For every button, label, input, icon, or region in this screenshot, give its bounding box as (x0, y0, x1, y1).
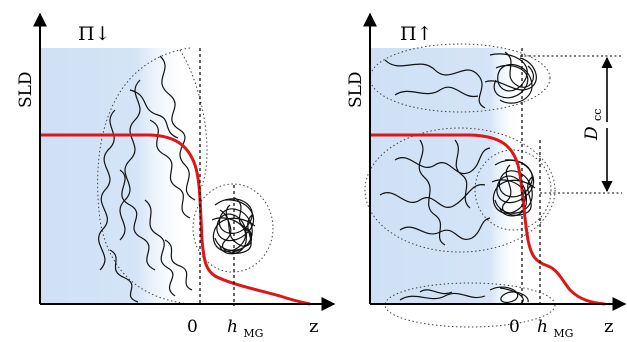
left-sld-label: SLD (16, 71, 36, 108)
right-dcc-main: D (582, 126, 602, 141)
right-sld-label: SLD (346, 71, 366, 108)
left-hmg-sub: MG (243, 327, 263, 340)
left-hmg-main: h (227, 317, 238, 337)
right-panel: Π↑ SLD 0 h MG z D cc (346, 12, 627, 340)
left-corona-chains (98, 55, 196, 303)
left-panel: Π↓ SLD 0 h MG z (16, 12, 336, 340)
right-interface-region (370, 48, 520, 304)
right-hmg-sub: MG (553, 327, 573, 340)
right-z-label: z (604, 316, 613, 337)
left-sld-profile (40, 133, 311, 306)
left-z-label: z (309, 316, 318, 337)
left-microgel-outline (97, 47, 191, 305)
right-dcc-sub: cc (591, 109, 604, 121)
right-middle-core-outline (474, 149, 552, 231)
left-microgel-outline-inner (179, 49, 208, 191)
left-pressure-label: Π↓ (78, 23, 111, 45)
left-core-chains (211, 197, 256, 255)
left-core-outline (192, 183, 274, 273)
right-sld-profile (370, 133, 606, 306)
right-dcc-label: D cc (582, 109, 604, 141)
right-pressure-label: Π↑ (400, 23, 433, 45)
right-middle-corona-chains (379, 139, 491, 246)
right-hmg-label: h MG (537, 317, 573, 340)
left-hmg-label: h MG (227, 317, 263, 340)
right-hmg-main: h (537, 317, 548, 337)
right-zero-label: 0 (509, 317, 520, 337)
right-middle-microgel-outline (364, 127, 556, 253)
left-zero-label: 0 (187, 317, 198, 337)
